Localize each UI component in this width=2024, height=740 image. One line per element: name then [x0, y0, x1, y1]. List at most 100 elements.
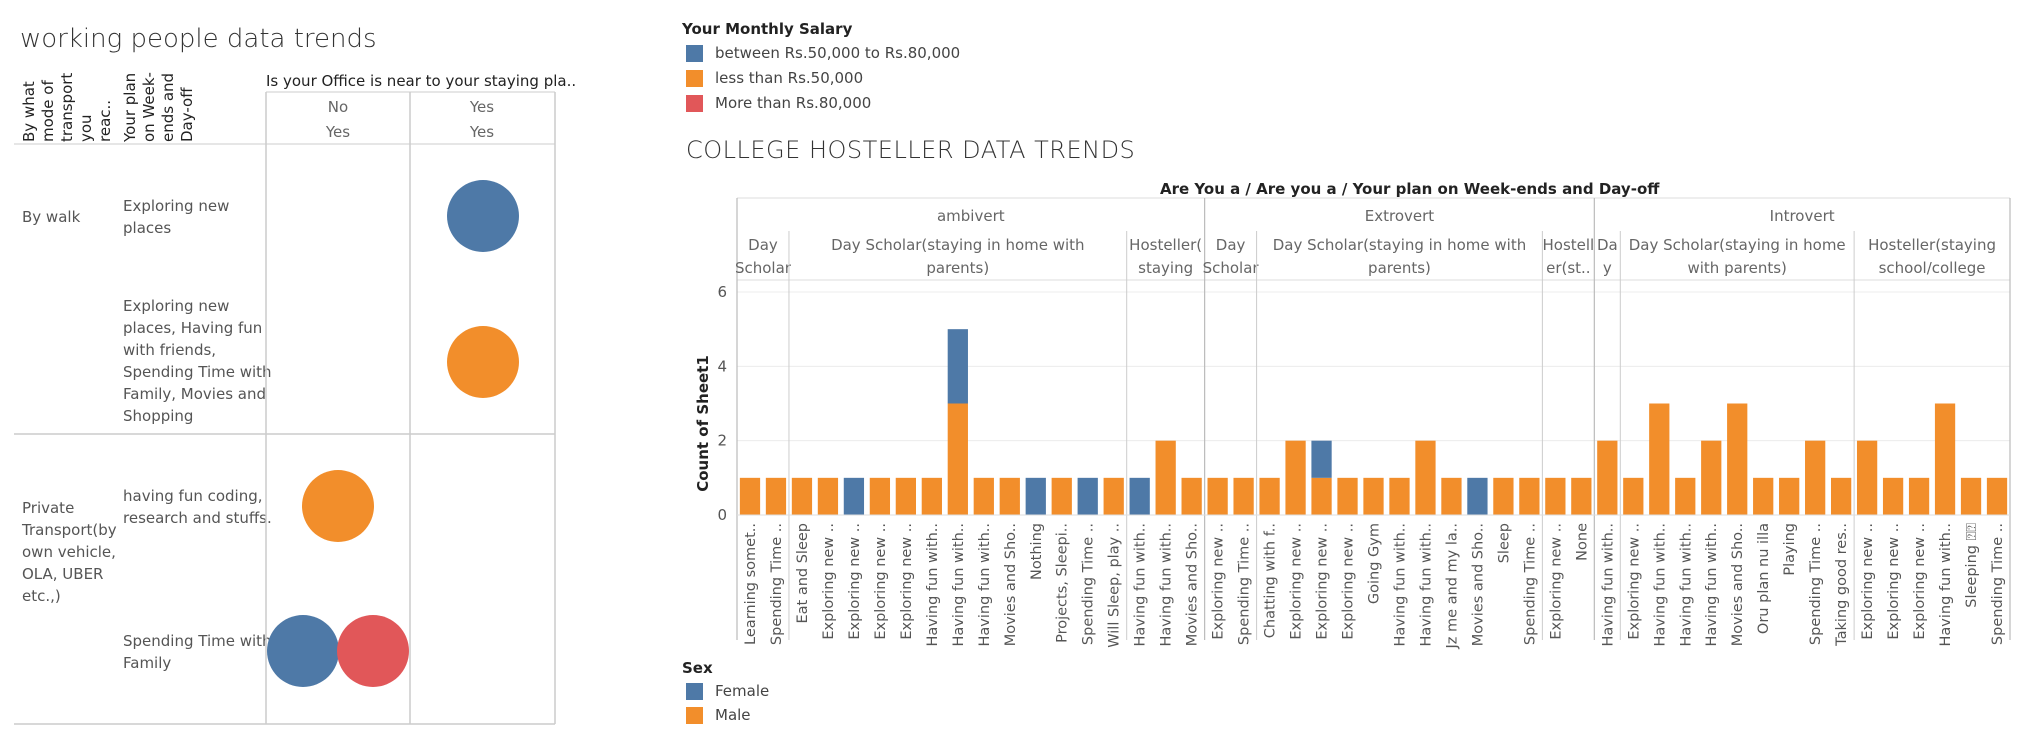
salary-legend-item-high[interactable]: More than Rs.80,000: [686, 94, 871, 112]
salary-swatch-high: [686, 94, 703, 112]
xtick-label-2-1-1: Having fun with..: [1652, 523, 1668, 646]
salary-legend-item-low[interactable]: less than Rs.50,000: [686, 69, 863, 87]
bar-male-0-0-1[interactable]: [765, 477, 787, 515]
xtick-label-0-1-2: Exploring new ..: [847, 523, 863, 640]
subgroup-label-2-0-line-1: y: [1603, 259, 1612, 277]
bar-male-1-1-9[interactable]: [1493, 477, 1514, 515]
bar-male-0-1-4[interactable]: [895, 477, 916, 515]
subgroup-label-1-2-line-0: Hostell: [1542, 236, 1594, 254]
bar-male-2-1-2[interactable]: [1675, 477, 1696, 515]
bar-male-2-1-8[interactable]: [1831, 477, 1852, 515]
bar-male-1-1-10[interactable]: [1519, 477, 1540, 515]
bar-male-0-2-1[interactable]: [1155, 440, 1176, 515]
bar-male-0-1-6[interactable]: [947, 403, 968, 516]
bar-male-0-2-2[interactable]: [1181, 477, 1202, 515]
bar-female-0-2-0[interactable]: [1129, 477, 1150, 515]
xtick-label-1-1-0: Chatting with f..: [1263, 523, 1279, 638]
xtick-label-1-1-1: Exploring new ..: [1289, 523, 1305, 640]
xtick-label-1-1-2: Exploring new ..: [1315, 523, 1331, 640]
bar-female-0-1-11[interactable]: [1077, 477, 1098, 515]
bar-male-1-1-6[interactable]: [1415, 440, 1436, 515]
ytick-label-2: 2: [717, 432, 727, 450]
xtick-label-2-1-8: Taking good res..: [1834, 523, 1850, 647]
bar-male-2-1-4[interactable]: [1727, 403, 1748, 516]
bar-male-0-1-1[interactable]: [817, 477, 839, 515]
xtick-label-2-1-4: Movies and Sho..: [1730, 523, 1746, 646]
circle-private-family-blue[interactable]: [267, 615, 339, 687]
bar-male-1-1-0[interactable]: [1259, 477, 1280, 515]
xtick-label-0-1-8: Movies and Sho..: [1003, 523, 1019, 646]
bar-male-0-1-12[interactable]: [1103, 477, 1124, 515]
bar-male-1-1-4[interactable]: [1363, 477, 1384, 515]
subgroup-label-1-2-line-1: er(st..: [1546, 259, 1590, 277]
bar-male-2-1-0[interactable]: [1623, 477, 1644, 515]
xtick-label-1-1-10: Spending Time ..: [1522, 523, 1538, 645]
circle-walk-multi[interactable]: [447, 326, 519, 398]
circle-walk-explore[interactable]: [447, 180, 519, 252]
bar-male-0-1-7[interactable]: [973, 477, 994, 515]
bar-male-1-1-3[interactable]: [1337, 477, 1358, 515]
sex-legend-item-female[interactable]: Female: [686, 682, 769, 700]
xtick-label-0-2-2: Movies and Sho..: [1185, 523, 1201, 646]
bar-male-2-1-1[interactable]: [1649, 403, 1670, 516]
bar-male-1-2-1[interactable]: [1571, 477, 1592, 515]
xtick-label-2-0-0: Having fun with..: [1600, 523, 1616, 646]
xtick-label-0-1-1: Exploring new ..: [821, 523, 837, 640]
bar-male-1-0-1[interactable]: [1233, 477, 1254, 515]
bar-male-1-1-1[interactable]: [1285, 440, 1306, 515]
xtick-label-0-2-0: Having fun with..: [1133, 523, 1149, 646]
bar-male-2-2-1[interactable]: [1882, 477, 1904, 515]
xtick-label-2-2-3: Having fun with..: [1938, 523, 1954, 646]
bar-male-0-0-0[interactable]: [739, 477, 761, 515]
salary-label-mid: between Rs.50,000 to Rs.80,000: [715, 44, 961, 62]
bar-male-2-1-5[interactable]: [1753, 477, 1774, 515]
bar-female-0-1-9[interactable]: [1025, 477, 1046, 515]
sex-legend-item-male[interactable]: Male: [686, 706, 751, 724]
subgroup-label-1-1-line-1: parents): [1368, 259, 1431, 277]
bar-female-0-1-6[interactable]: [947, 329, 968, 404]
bar-male-2-2-3[interactable]: [1934, 403, 1956, 516]
sex-swatch-male: [686, 706, 703, 724]
xtick-label-0-0-1: Spending Time ..: [769, 523, 785, 645]
bar-male-2-2-5[interactable]: [1986, 477, 2008, 515]
circle-private-family-red[interactable]: [337, 615, 409, 687]
bar-male-0-1-8[interactable]: [999, 477, 1020, 515]
subgroup-label-0-1-line-0: Day Scholar(staying in home with: [831, 236, 1085, 254]
salary-legend-item-mid[interactable]: between Rs.50,000 to Rs.80,000: [686, 44, 960, 62]
bar-male-1-1-5[interactable]: [1389, 477, 1410, 515]
bar-male-2-2-4[interactable]: [1960, 477, 1982, 515]
subgroup-label-0-2-line-0: Hosteller(: [1129, 236, 1202, 254]
bar-male-0-1-5[interactable]: [921, 477, 942, 515]
subgroup-label-2-2-line-1: school/college: [1879, 259, 1986, 277]
sex-label-female: Female: [715, 682, 770, 700]
bar-female-0-1-2[interactable]: [843, 477, 865, 515]
xtick-label-0-1-0: Eat and Sleep: [795, 523, 811, 624]
circle-private-coding[interactable]: [302, 470, 374, 542]
bar-male-2-0-0[interactable]: [1597, 440, 1618, 515]
subgroup-label-2-2-line-0: Hosteller(staying: [1868, 236, 1996, 254]
bar-female-1-1-2[interactable]: [1311, 440, 1332, 478]
xtick-label-2-1-0: Exploring new ..: [1626, 523, 1642, 640]
bar-female-1-1-8[interactable]: [1467, 477, 1488, 515]
bar-male-2-1-7[interactable]: [1805, 440, 1826, 515]
xtick-label-1-1-3: Exploring new ..: [1341, 523, 1357, 640]
bar-male-0-1-3[interactable]: [869, 477, 891, 515]
xtick-label-1-1-6: Having fun with..: [1418, 523, 1434, 646]
subgroup-label-0-1-line-1: parents): [926, 259, 989, 277]
bar-male-2-1-3[interactable]: [1701, 440, 1722, 515]
bar-male-0-1-0[interactable]: [791, 477, 813, 515]
xtick-label-1-2-0: Exploring new ..: [1548, 523, 1564, 640]
bar-male-2-2-0[interactable]: [1856, 440, 1878, 515]
bar-male-0-1-10[interactable]: [1051, 477, 1072, 515]
plan-row-2: Exploring new places, Having fun with fr…: [123, 297, 272, 425]
bar-male-1-2-0[interactable]: [1545, 477, 1566, 515]
bar-male-2-2-2[interactable]: [1908, 477, 1930, 515]
bar-male-1-1-7[interactable]: [1441, 477, 1462, 515]
xtick-label-2-2-5: Spending Time ..: [1990, 523, 2006, 645]
xtick-label-2-2-2: Exploring new ..: [1912, 523, 1928, 640]
bar-male-1-0-0[interactable]: [1207, 477, 1228, 515]
bar-male-1-1-2[interactable]: [1311, 477, 1332, 515]
xtick-label-0-1-7: Having fun with..: [977, 523, 993, 646]
bar-male-2-1-6[interactable]: [1779, 477, 1800, 515]
